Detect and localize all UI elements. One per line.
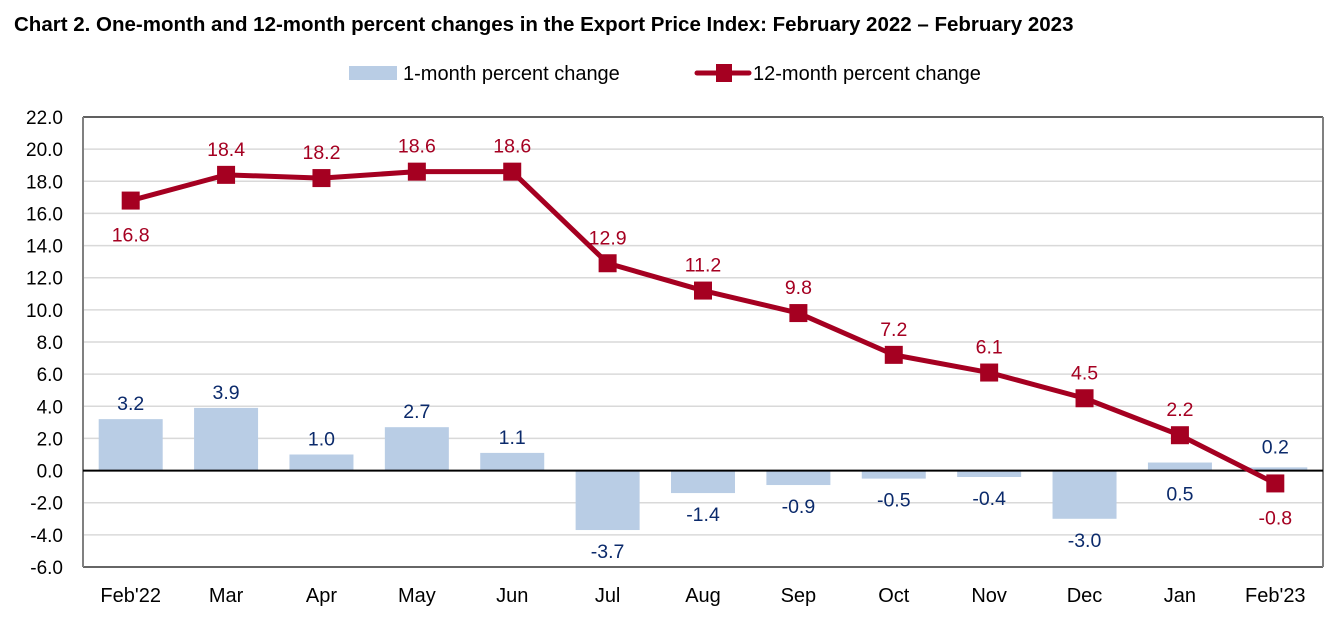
bar-data-label: -3.0 [1068,530,1102,552]
legend-label-1-month: 1-month percent change [403,63,620,85]
line-marker [598,254,617,273]
bar [957,470,1022,477]
y-tick-label: 2.0 [37,429,63,450]
y-tick-label: 10.0 [26,301,63,322]
line-data-label: 18.4 [207,139,245,161]
line-data-label: 7.2 [880,319,907,341]
x-tick-label: Nov [971,585,1007,607]
x-tick-label: Feb'22 [100,585,161,607]
bar [575,470,640,531]
bar-data-label: -0.5 [877,490,911,512]
y-tick-label: 22.0 [26,108,63,129]
y-tick-label: 0.0 [37,462,63,483]
x-tick-label: May [398,585,436,607]
line-data-label: 18.2 [302,142,340,164]
line-marker [980,363,999,382]
bar [1052,470,1117,519]
legend-label-12-month: 12-month percent change [753,63,981,85]
bar [480,452,545,471]
y-tick-label: 16.0 [26,204,63,225]
x-tick-label: Oct [878,585,910,607]
y-tick-label: 12.0 [26,269,63,290]
y-tick-label: 14.0 [26,237,63,258]
bar [671,470,735,494]
x-tick-label: Aug [685,585,721,607]
y-tick-label: 4.0 [37,397,63,418]
bar [1243,467,1308,471]
bar-data-label: -3.7 [591,541,625,563]
x-tick-label: Apr [306,585,337,607]
legend-bar-swatch [349,66,397,80]
bar-series [98,407,1308,531]
bar-data-label: 0.2 [1262,436,1289,458]
legend-square-marker-icon [716,64,732,82]
x-tick-label: Feb'23 [1245,585,1306,607]
bar [98,419,163,471]
line-data-label: 6.1 [976,337,1003,359]
line-marker [407,162,426,181]
y-tick-label: 20.0 [26,140,63,161]
line-data-label: 11.2 [685,255,722,277]
legend: 1-month percent change 12-month percent c… [349,63,981,85]
bar [289,454,354,471]
line-data-label: 2.2 [1166,399,1193,421]
bar-data-label: 3.9 [213,382,240,404]
line-marker [1266,474,1285,493]
line-data-label: 16.8 [112,225,150,247]
x-tick-label: Dec [1067,585,1103,607]
bar-data-label: 1.0 [308,429,335,451]
bar-data-label: 0.5 [1166,484,1193,506]
y-tick-label: 18.0 [26,172,63,193]
line-marker [503,162,522,181]
line-data-label: 18.6 [493,136,531,158]
y-tick-label: 6.0 [37,365,63,386]
y-tick-label: -2.0 [30,494,63,515]
line-data-label: 12.9 [589,227,627,249]
line-marker [1075,389,1094,408]
x-tick-label: Jul [595,585,621,607]
line-marker [884,345,903,364]
line-marker [1170,426,1189,445]
x-tick-labels: Feb'22 Mar Apr May Jun Jul Aug Sep Oct Nov Dec Jan F… [100,585,1305,607]
bar-data-label: 2.7 [403,401,430,423]
line-marker [694,281,712,300]
bar-data-label: 1.1 [499,427,526,449]
bar [766,470,831,486]
y-tick-label: -4.0 [30,526,63,547]
x-tick-label: Sep [781,585,817,607]
line-marker [121,191,140,210]
bar [384,427,449,471]
line-marker [789,304,808,323]
y-tick-labels: 22.0 20.0 18.0 16.0 14.0 12.0 10.0 8.0 6.0 4.0 2.0… [26,108,63,579]
line-data-label: 4.5 [1071,362,1098,384]
line-data-label: -0.8 [1259,507,1293,529]
line-path [130,169,1277,486]
line-marker [312,169,331,188]
x-tick-label: Mar [209,585,244,607]
bar-data-label: -0.4 [972,488,1006,510]
y-tick-label: -6.0 [30,558,63,579]
bar-data-label: -1.4 [686,504,720,526]
line-data-label: 9.8 [785,277,812,299]
data-labels: 3.2 3.9 1.0 2.7 1.1 -3.7 -1.4 -0.9 -0.5 -0.4 -3.0 0… [112,136,1292,563]
axes [82,116,1324,568]
gridlines [83,148,1323,536]
bar [861,470,926,479]
bar [194,407,259,471]
chart-title: Chart 2. One-month and 12-month percent … [14,13,1074,36]
line-data-label: 18.6 [398,136,436,158]
x-tick-label: Jun [496,585,528,607]
line-series [121,162,1285,493]
bar-data-label: -0.9 [782,496,816,518]
y-tick-label: 8.0 [37,333,63,354]
bar-data-label: 3.2 [117,393,144,415]
line-marker [217,165,236,184]
x-tick-label: Jan [1164,585,1196,607]
bar [1147,462,1212,471]
